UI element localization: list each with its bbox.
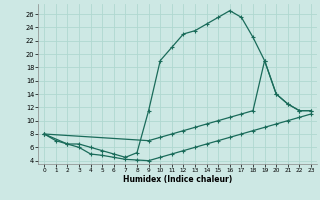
X-axis label: Humidex (Indice chaleur): Humidex (Indice chaleur)	[123, 175, 232, 184]
